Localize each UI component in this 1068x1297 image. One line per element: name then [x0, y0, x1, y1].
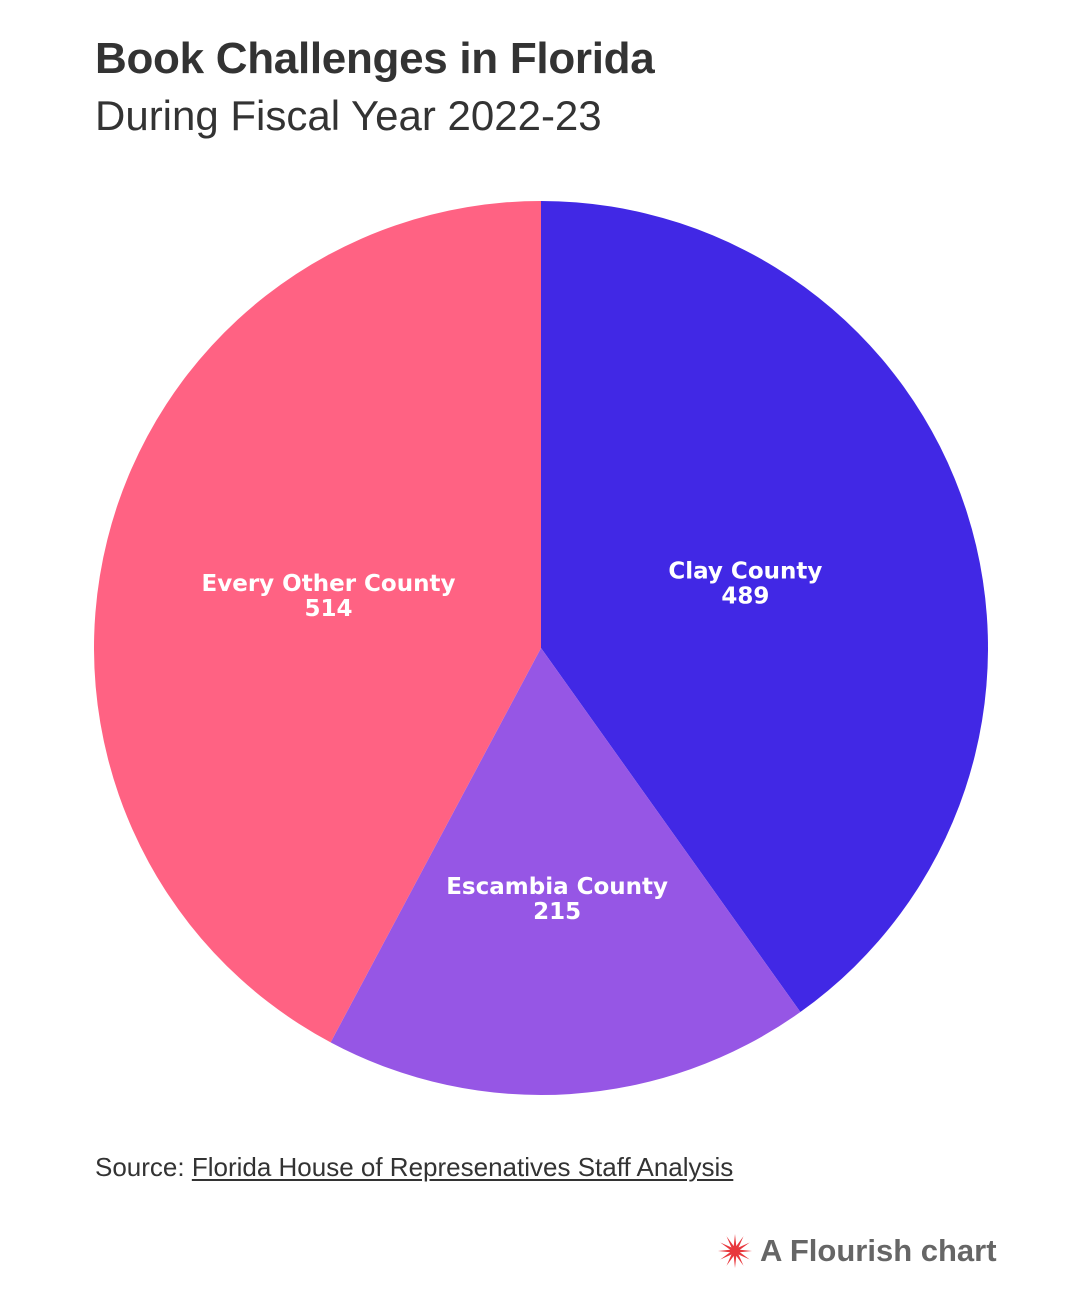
source-prefix: Source:: [95, 1152, 192, 1182]
slice-label-value: 514: [305, 596, 353, 622]
pie-slice-escambia-county[interactable]: [330, 648, 801, 1095]
slice-label-category: Every Other County: [202, 571, 456, 597]
pie-slice-clay-county[interactable]: [541, 201, 988, 1013]
slice-label-value: 215: [533, 899, 581, 925]
pie-slice-every-other-county[interactable]: [93, 200, 541, 1043]
slice-label-clay-county: Clay County 489: [668, 559, 822, 610]
source-link[interactable]: Florida House of Represenatives Staff An…: [191, 1152, 734, 1182]
brand-text: A Flourish chart: [760, 1233, 997, 1268]
slice-label-category: Escambia County: [446, 874, 668, 900]
flourish-burst-icon: [718, 1234, 752, 1268]
chart-title: Book Challenges in Florida: [95, 34, 655, 83]
slice-label-escambia-county: Escambia County 215: [446, 874, 668, 925]
slice-label-value: 489: [721, 584, 769, 610]
flourish-brand-link[interactable]: A Flourish chart: [716, 1231, 997, 1271]
chart-subtitle: During Fiscal Year 2022-23: [95, 92, 602, 139]
slice-label-every-other-county: Every Other County 514: [202, 571, 456, 622]
source-line: Source: Florida House of Represenatives …: [95, 1152, 733, 1183]
slice-label-category: Clay County: [668, 559, 822, 585]
